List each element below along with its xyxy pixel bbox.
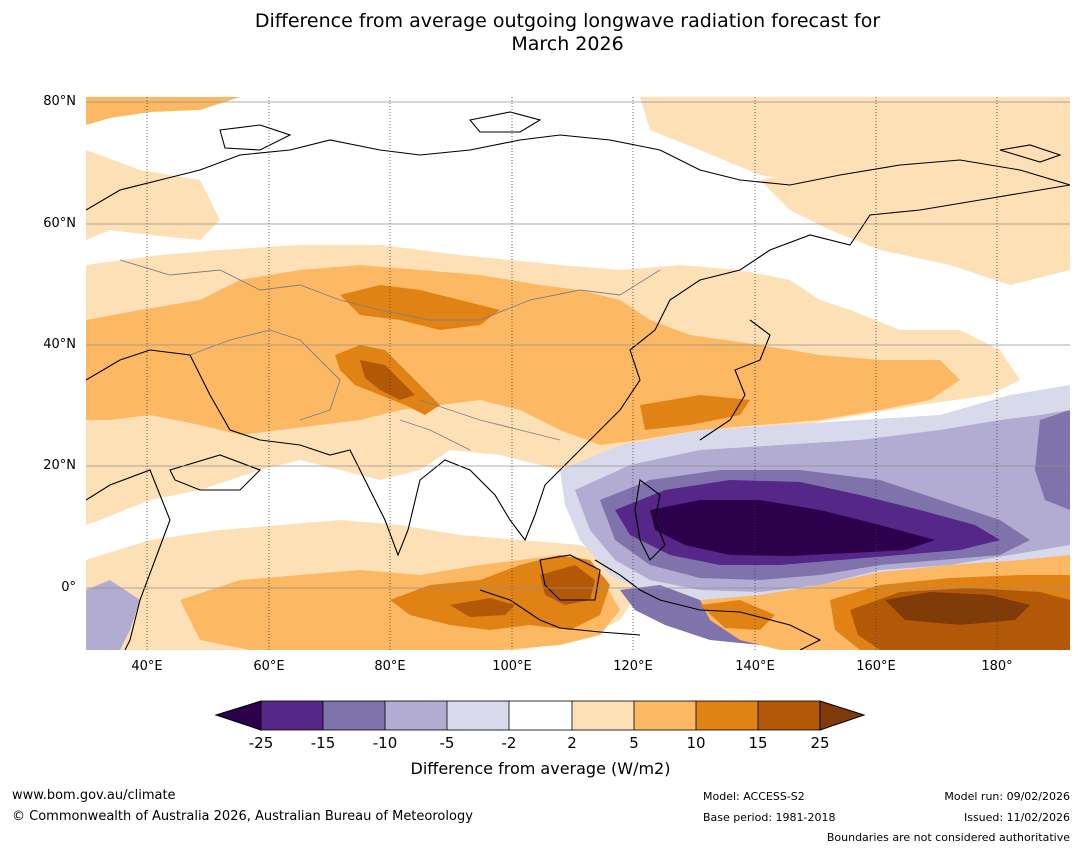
chart-title: Difference from average outgoing longwav…	[0, 10, 1081, 56]
colorbar-bin-10-15	[696, 701, 758, 730]
lat-label-20n: 20°N	[43, 458, 76, 473]
region-arctic-pocket	[150, 115, 330, 150]
lon-label-60e: 60°E	[253, 659, 285, 674]
colorbar-dividers	[260, 700, 821, 731]
colorbar-under-triangle	[214, 700, 262, 731]
coastlines	[86, 111, 1070, 650]
lat-label-80n: 80°N	[43, 94, 76, 109]
colorbar	[214, 700, 866, 731]
region-china-dark-orange	[640, 395, 750, 430]
lat-label-0: 0°	[61, 580, 76, 595]
title-line-2: March 2026	[511, 33, 624, 55]
colorbar-bin-neg15-neg10	[323, 701, 385, 730]
region-sw-lavender	[86, 580, 140, 650]
lon-label-160e: 160°E	[856, 659, 896, 674]
gridlines	[86, 101, 1070, 589]
colorbar-bin-5-10	[634, 701, 696, 730]
title-line-1: Difference from average outgoing longwav…	[254, 10, 881, 32]
colorbar-tick-neg15: -15	[310, 734, 336, 752]
country-borders	[119, 259, 661, 451]
colorbar-bin-neg25-neg15	[261, 701, 323, 730]
region-arctic-light-orange	[86, 97, 1070, 185]
colorbar-bin-neg5-neg2	[447, 701, 509, 730]
meridians	[146, 97, 998, 650]
colorbar-bin-2-5	[572, 701, 634, 730]
lon-label-140e: 140°E	[735, 659, 775, 674]
region-pacific-darkest-purple	[650, 500, 935, 556]
lon-label-120e: 120°E	[613, 659, 653, 674]
model-run-date: Model run: 09/02/2026	[944, 790, 1070, 803]
colorbar-over-triangle	[819, 700, 866, 731]
lon-label-40e: 40°E	[131, 659, 163, 674]
website-link[interactable]: www.bom.gov.au/climate	[12, 788, 176, 803]
region-maritime-brown	[540, 565, 595, 605]
copyright-text: © Commonwealth of Australia 2026, Austra…	[12, 809, 473, 824]
base-period: Base period: 1981-2018	[703, 811, 836, 824]
region-indian-brown	[450, 598, 515, 617]
region-central-pacific-darkest	[885, 592, 1030, 625]
lon-label-100e: 100°E	[492, 659, 532, 674]
issued-date: Issued: 11/02/2026	[963, 811, 1070, 824]
region-pacific-east-purple	[1035, 410, 1070, 510]
colorbar-bin-15-25	[758, 701, 820, 730]
colorbar-bin-neg2-2	[509, 701, 572, 730]
lat-label-60n: 60°N	[43, 216, 76, 231]
colorbar-tick-neg2: -2	[501, 734, 517, 752]
region-europe-light-orange	[86, 150, 220, 240]
map-fields	[86, 97, 1070, 650]
colorbar-tick-15: 15	[748, 734, 768, 752]
region-mongolia-dark-orange	[340, 285, 500, 330]
colorbar-title: Difference from average (W/m2)	[410, 759, 671, 778]
model-name: Model: ACCESS-S2	[703, 790, 805, 803]
colorbar-tick-neg5: -5	[439, 734, 455, 752]
colorbar-tick-2: 2	[567, 734, 577, 752]
region-north-pacific-light	[760, 150, 1070, 285]
lat-label-40n: 40°N	[43, 337, 76, 352]
boundaries-disclaimer: Boundaries are not considered authoritat…	[826, 831, 1070, 844]
colorbar-tick-25: 25	[810, 734, 830, 752]
colorbar-bin-neg10-neg5	[385, 701, 447, 730]
colorbar-tick-10: 10	[686, 734, 706, 752]
colorbar-tick-5: 5	[629, 734, 639, 752]
colorbar-tick-neg25: -25	[248, 734, 274, 752]
region-timor-orange	[700, 600, 775, 630]
colorbar-tick-neg10: -10	[372, 734, 398, 752]
lon-label-180: 180°	[981, 659, 1013, 674]
region-tibet-brown	[360, 360, 415, 400]
region-arctic-orange-strip	[86, 97, 240, 125]
lon-label-80e: 80°E	[374, 659, 406, 674]
